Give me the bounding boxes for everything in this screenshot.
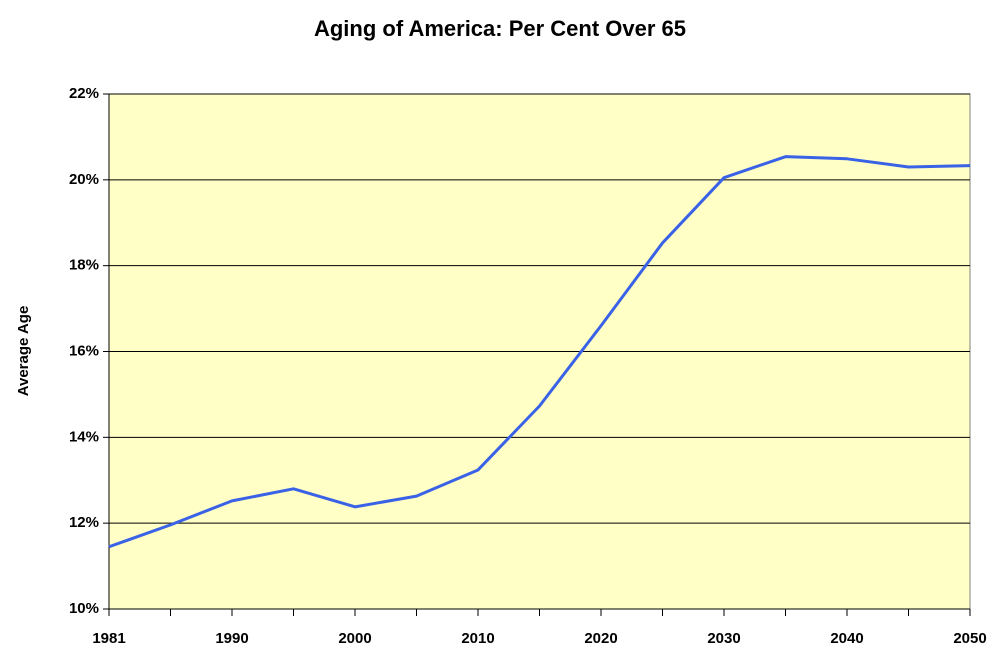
y-tick-label: 12% [69,514,99,531]
x-tick-label: 1981 [92,630,125,647]
x-tick-label: 2040 [830,630,863,647]
y-tick-label: 10% [69,600,99,617]
y-axis-label: Average Age [15,306,32,397]
x-tick-label: 1990 [215,630,248,647]
x-tick-label: 2020 [584,630,617,647]
chart-title: Aging of America: Per Cent Over 65 [314,16,686,41]
x-tick-label: 2030 [707,630,740,647]
y-tick-label: 22% [69,85,99,102]
x-tick-label: 2000 [338,630,371,647]
x-tick-label: 2050 [953,630,986,647]
x-tick-label: 2010 [461,630,494,647]
y-tick-label: 20% [69,171,99,188]
y-tick-label: 18% [69,257,99,274]
y-tick-label: 14% [69,428,99,445]
data-line [108,155,971,549]
y-tick-label: 16% [69,342,99,359]
